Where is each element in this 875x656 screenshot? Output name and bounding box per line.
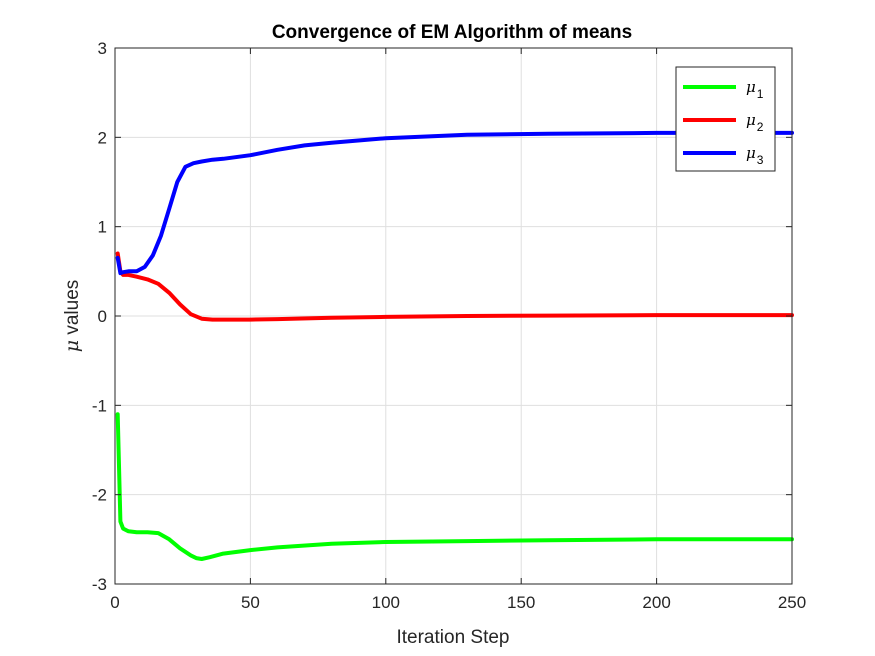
y-tick-label: 0 — [98, 307, 107, 326]
series-lines — [115, 130, 794, 561]
legend-label-mu3: μ3 — [746, 144, 764, 167]
x-tick-label: 100 — [372, 593, 400, 612]
legend-label-mu2: μ2 — [746, 111, 764, 134]
x-tick-label: 0 — [110, 593, 119, 612]
series-line-mu2 — [115, 251, 794, 322]
x-tick-label: 250 — [778, 593, 806, 612]
y-axis-label: μ values — [61, 280, 83, 353]
y-tick-label: 2 — [98, 128, 107, 147]
x-axis-ticks: 0 50 100 150 200 250 — [110, 48, 806, 612]
chart-title: Convergence of EM Algorithm of means — [272, 22, 632, 43]
y-tick-label: 1 — [98, 218, 107, 237]
x-tick-label: 150 — [507, 593, 535, 612]
legend-symbol: μ — [746, 78, 756, 96]
x-tick-label: 200 — [642, 593, 670, 612]
legend-subscript: 1 — [757, 87, 764, 101]
y-axis-ticks: -3 -2 -1 0 1 2 3 — [92, 39, 792, 594]
legend-subscript: 3 — [757, 153, 764, 167]
series-line-mu1 — [115, 412, 794, 561]
legend-symbol: μ — [746, 111, 756, 129]
y-tick-label: -2 — [92, 486, 107, 505]
legend-symbol: μ — [746, 144, 756, 162]
legend-label-mu1: μ1 — [746, 78, 764, 101]
legend-subscript: 2 — [757, 120, 764, 134]
y-tick-label: -1 — [92, 396, 107, 415]
y-tick-label: -3 — [92, 575, 107, 594]
y-tick-label: 3 — [98, 39, 107, 58]
y-axis-label-symbol: μ — [61, 340, 83, 352]
x-axis-label: Iteration Step — [396, 627, 509, 648]
series-line-mu3 — [115, 130, 794, 276]
x-tick-label: 50 — [241, 593, 260, 612]
y-axis-label-text: values — [62, 280, 83, 340]
